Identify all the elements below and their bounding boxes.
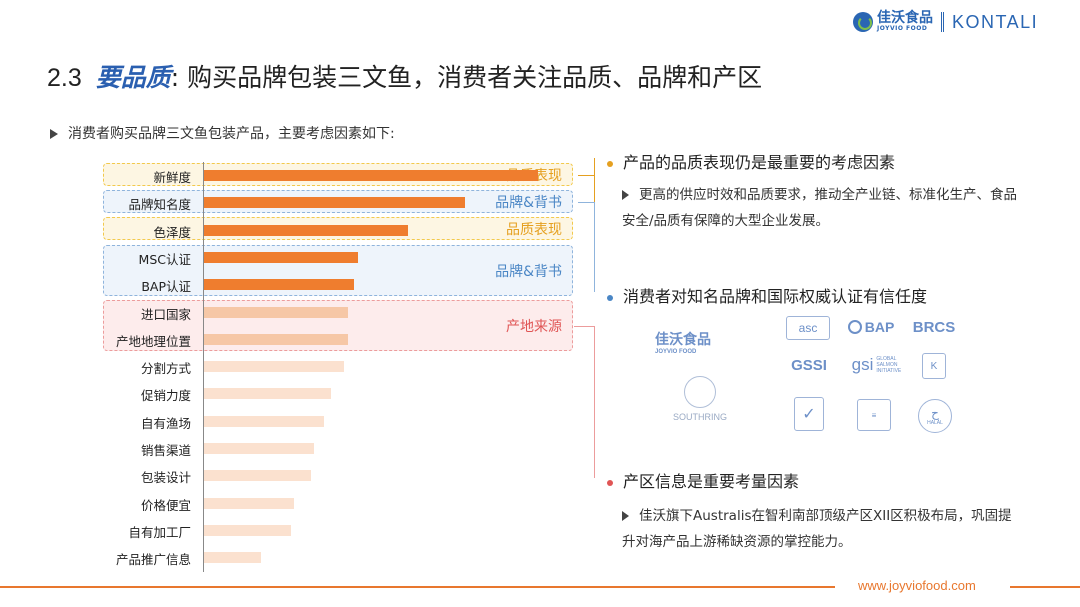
category-label: MSC认证 — [138, 251, 191, 267]
gsi-subtext: GLOBAL SALMON INITIATIVE — [876, 356, 902, 374]
header-logo: 佳沃食品 JOYVIO FOOD KONTALI — [853, 8, 1038, 36]
logo-cn-text: 佳沃食品 — [877, 10, 933, 26]
category-label: 促销力度 — [140, 388, 191, 404]
southring-logo: SOUTHRING — [667, 372, 733, 426]
bar — [204, 306, 348, 318]
bar — [204, 279, 355, 291]
bar — [204, 333, 348, 345]
bar — [204, 470, 311, 482]
bullet-arrow-icon — [622, 190, 629, 200]
point-dot-red-icon — [607, 479, 613, 486]
certificate-logo-icon: ≡ — [857, 399, 891, 431]
group-label-quality-2: 品质表现 — [506, 221, 562, 238]
footer-line-right — [1010, 586, 1080, 588]
footer-line-left — [0, 586, 835, 588]
point-dot-gold-icon — [607, 160, 613, 167]
connector-quality — [578, 175, 594, 176]
category-label: 销售渠道 — [140, 443, 191, 458]
bar — [204, 552, 261, 564]
joyvio-logo-icon — [853, 12, 873, 32]
joyvio-logo: 佳沃食品 JOYVIO FOOD — [655, 328, 737, 356]
point-origin-detail: 佳沃旗下Australis在智利南部顶级产区XII区积极布局，巩固提升对海产品上… — [622, 503, 1022, 555]
connector-origin-vertical — [594, 326, 595, 478]
southring-emblem-icon — [684, 376, 716, 408]
point-brand: 消费者对知名品牌和国际权威认证有信任度 — [607, 283, 927, 307]
group-label-brand-2: 品牌&背书 — [495, 263, 562, 280]
southring-text: SOUTHRING — [673, 412, 727, 422]
gssi-logo: GSSI — [786, 352, 832, 378]
connector-brand-vertical — [594, 202, 595, 292]
gsi-logo: gsi GLOBAL SALMON INITIATIVE — [846, 352, 906, 378]
bar — [204, 197, 465, 209]
bar — [204, 170, 538, 181]
bullet-arrow-icon — [622, 511, 629, 521]
category-label: 价格便宜 — [140, 497, 191, 513]
asc-logo: asc — [786, 316, 830, 340]
category-label: 自有加工厂 — [128, 524, 191, 540]
point-origin: 产区信息是重要考量因素 — [607, 468, 799, 492]
group-label-origin: 产地来源 — [506, 318, 562, 335]
title-text: : 购买品牌包装三文鱼，消费者关注品质、品牌和产区 — [170, 63, 763, 92]
chart-axis — [203, 162, 204, 572]
title-keyword: 要品质 — [95, 63, 171, 92]
connector-quality-vertical — [594, 158, 595, 230]
bar — [204, 388, 331, 400]
connector-brand — [578, 202, 594, 203]
shield-cert-logo-icon: ✓ — [794, 397, 824, 431]
category-label: 自有渔场 — [140, 415, 191, 431]
point-origin-detail-text: 佳沃旗下Australis在智利南部顶级产区XII区积极布局，巩固提升对海产品上… — [622, 508, 1012, 550]
category-label: 包装设计 — [140, 470, 191, 486]
category-label: 分割方式 — [140, 361, 191, 377]
point-quality-title: 产品的品质表现仍是最重要的考虑因素 — [623, 153, 896, 172]
bap-logo: BAP — [846, 316, 896, 338]
logo-divider — [941, 12, 944, 32]
point-origin-title: 产区信息是重要考量因素 — [623, 472, 800, 491]
halal-logo: ح HALAL — [918, 399, 952, 433]
joyvio-logo-en: JOYVIO FOOD — [655, 349, 697, 355]
category-label: 进口国家 — [140, 306, 191, 322]
factor-bar-chart: 品质表现 品牌&背书 品质表现 品牌&背书 产地来源 新鲜度品牌知名度色泽度MS… — [100, 160, 580, 575]
category-label: 产地地理位置 — [115, 333, 191, 349]
point-quality-detail-text: 更高的供应时效和品质要求，推动全产业链、标准化生产、食品安全/品质有保障的大型企… — [622, 187, 1017, 229]
category-label: BAP认证 — [141, 279, 191, 295]
bar — [204, 415, 325, 427]
gssi-text: GSSI — [791, 356, 827, 374]
asc-text: asc — [798, 321, 818, 335]
category-label: 色泽度 — [153, 224, 191, 240]
brcs-text: BRCS — [912, 318, 956, 336]
connector-origin — [574, 326, 594, 327]
kosher-logo-icon: K — [922, 353, 946, 379]
category-label: 品牌知名度 — [128, 197, 191, 213]
bullet-arrow-icon — [50, 129, 58, 139]
halal-text: HALAL — [927, 420, 943, 426]
bar — [204, 361, 345, 373]
category-label: 新鲜度 — [153, 170, 191, 185]
kontali-logo: KONTALI — [952, 11, 1039, 32]
point-quality: 产品的品质表现仍是最重要的考虑因素 — [607, 149, 895, 173]
brcs-logo: BRCS — [910, 316, 958, 338]
joyvio-wordmark: 佳沃食品 JOYVIO FOOD — [877, 11, 933, 33]
joyvio-logo-cn: 佳沃食品 — [655, 332, 711, 348]
point-brand-title: 消费者对知名品牌和国际权威认证有信任度 — [623, 287, 928, 306]
bap-text: BAP — [864, 319, 895, 335]
category-label: 产品推广信息 — [115, 552, 191, 568]
bar — [204, 443, 315, 454]
point-quality-detail: 更高的供应时效和品质要求，推动全产业链、标准化生产、食品安全/品质有保障的大型企… — [622, 182, 1022, 234]
logo-en-text: JOYVIO FOOD — [877, 25, 928, 32]
bar — [204, 524, 291, 536]
bap-ring-icon — [847, 320, 862, 334]
group-label-brand-1: 品牌&背书 — [495, 194, 562, 211]
bar — [204, 224, 408, 236]
gsi-text: gsi — [851, 355, 874, 374]
section-number: 2.3 — [47, 64, 82, 92]
halal-glyph-icon: ح — [931, 406, 939, 420]
bar — [204, 251, 358, 263]
bar — [204, 497, 295, 509]
intro-text: 消费者购买品牌三文鱼包装产品，主要考虑因素如下: — [68, 126, 395, 142]
intro-line: 消费者购买品牌三文鱼包装产品，主要考虑因素如下: — [50, 123, 395, 143]
point-dot-blue-icon — [607, 294, 613, 301]
page-title: 2.3 要品质: 购买品牌包装三文鱼，消费者关注品质、品牌和产区 — [47, 58, 762, 94]
footer-url[interactable]: www.joyviofood.com — [858, 578, 976, 593]
